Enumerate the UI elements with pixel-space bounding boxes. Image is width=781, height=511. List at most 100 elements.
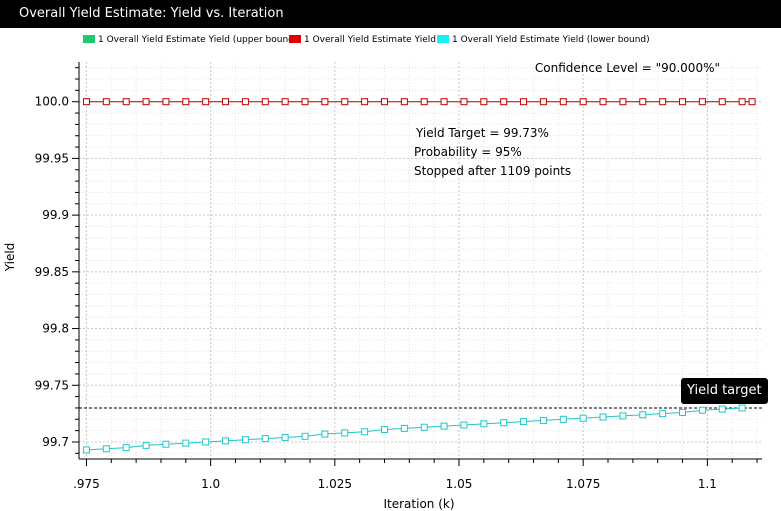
series-0-point — [102, 98, 110, 106]
series-0-point — [122, 98, 130, 106]
series-0-point — [480, 98, 488, 106]
series-0-point — [380, 98, 388, 106]
series-1-point — [341, 429, 349, 437]
series-1-point — [241, 436, 249, 444]
series-0-point — [341, 98, 349, 106]
legend-swatch-yield — [289, 34, 301, 43]
series-0-point — [321, 98, 329, 106]
y-tick-label: 100.0 — [35, 95, 69, 109]
series-1-point — [599, 413, 607, 421]
series-1-point — [520, 418, 528, 426]
series-0-point — [460, 98, 468, 106]
legend-swatch-upper-bound — [83, 34, 95, 43]
series-1-point — [261, 435, 269, 443]
series-0-point — [639, 98, 647, 106]
series-0-point — [182, 98, 190, 106]
chart-legend: 1 Overall Yield Estimate Yield (upper bo… — [0, 32, 781, 50]
series-1-point — [122, 444, 130, 452]
series-1-point — [619, 412, 627, 420]
x-axis-label: Iteration (k) — [383, 497, 454, 511]
y-tick-label: 99.9 — [42, 208, 69, 222]
legend-label-upper-bound: 1 Overall Yield Estimate Yield (upper bo… — [98, 35, 298, 45]
y-tick-label: 99.75 — [35, 378, 69, 392]
y-tick-label: 99.95 — [35, 151, 69, 165]
series-0-point — [619, 98, 627, 106]
series-0-point — [520, 98, 528, 106]
series-1-point — [679, 408, 687, 416]
x-tick-label: 1.05 — [446, 477, 473, 491]
series-1-point — [698, 406, 706, 414]
legend-label-yield: 1 Overall Yield Estimate Yield — [304, 35, 436, 45]
probability-text: Probability = 95% — [414, 145, 522, 159]
series-0-point — [241, 98, 249, 106]
y-tick-label: 99.8 — [42, 322, 69, 336]
series-1-point — [579, 414, 587, 422]
y-axis-label: Yield — [3, 243, 17, 273]
series-1-point — [142, 441, 150, 449]
y-tick-label: 99.85 — [35, 265, 69, 279]
legend-item-upper-bound[interactable]: 1 Overall Yield Estimate Yield (upper bo… — [83, 34, 298, 45]
series-0-point — [698, 98, 706, 106]
series-0-point — [500, 98, 508, 106]
series-0-point — [440, 98, 448, 106]
series-1-point — [460, 421, 468, 429]
series-1-point — [539, 416, 547, 424]
series-0-point — [281, 98, 289, 106]
series-0-point — [301, 98, 309, 106]
confidence-level-label: Confidence Level = "90.000%" — [535, 61, 720, 75]
legend-item-yield[interactable]: 1 Overall Yield Estimate Yield — [289, 34, 436, 45]
series-0-point — [400, 98, 408, 106]
series-1-point — [82, 446, 90, 454]
series-1-point — [162, 440, 170, 448]
series-0-point — [261, 98, 269, 106]
series-1-point — [480, 420, 488, 428]
series-0-point — [82, 98, 90, 106]
yield-target-text: Yield Target = 99.73% — [415, 126, 549, 140]
window-title: Overall Yield Estimate: Yield vs. Iterat… — [19, 6, 284, 21]
series-0-point — [659, 98, 667, 106]
series-1-point — [559, 415, 567, 423]
x-tick-label: 1.0 — [201, 477, 220, 491]
series-1-point — [182, 439, 190, 447]
series-1-point — [500, 419, 508, 427]
series-1-point — [102, 445, 110, 453]
stopped-text: Stopped after 1109 points — [414, 164, 571, 178]
series-0-point — [718, 98, 726, 106]
x-tick-label: 1.1 — [698, 477, 717, 491]
series-1-point — [400, 424, 408, 432]
series-1-point — [659, 410, 667, 418]
series-1-point — [380, 426, 388, 434]
series-0-point — [679, 98, 687, 106]
series-1-point — [420, 423, 428, 431]
series-0-point — [142, 98, 150, 106]
series-1-point — [202, 438, 210, 446]
series-0-point — [222, 98, 230, 106]
series-1-point — [281, 433, 289, 441]
series-0-point — [202, 98, 210, 106]
y-tick-label: 99.7 — [42, 435, 69, 449]
series-0-point — [162, 98, 170, 106]
x-tick-label: 1.025 — [318, 477, 352, 491]
series-1-point — [440, 422, 448, 430]
series-1-point — [222, 437, 230, 445]
chart-series — [82, 98, 756, 454]
series-1-point — [639, 411, 647, 419]
series-0-point — [361, 98, 369, 106]
series-1-point — [718, 405, 726, 413]
series-line-1 — [86, 407, 743, 451]
series-0-point — [420, 98, 428, 106]
yield-target-marker-label: Yield target — [681, 378, 768, 404]
x-tick-label: .975 — [73, 477, 100, 491]
chart-grid — [79, 62, 762, 459]
legend-swatch-lower-bound — [437, 34, 449, 43]
window-title-bar: Overall Yield Estimate: Yield vs. Iterat… — [0, 0, 781, 28]
series-1-point — [301, 432, 309, 440]
legend-label-lower-bound: 1 Overall Yield Estimate Yield (lower bo… — [452, 35, 650, 45]
chart-axes: 99.7 99.75 99.8 99.85 99.9 99.95 100.0 .975 1.0 1… — [35, 62, 762, 491]
legend-item-lower-bound[interactable]: 1 Overall Yield Estimate Yield (lower bo… — [437, 34, 650, 45]
series-0-point — [748, 98, 756, 106]
series-0-point — [539, 98, 547, 106]
x-tick-label: 1.075 — [566, 477, 600, 491]
series-1-point — [321, 430, 329, 438]
